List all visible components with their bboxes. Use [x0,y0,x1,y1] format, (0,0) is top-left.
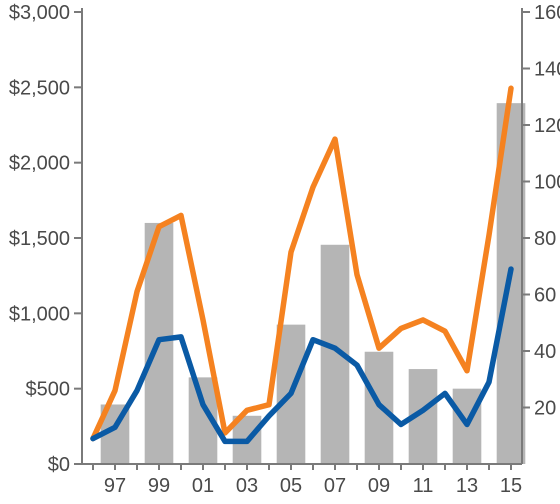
x-tick-label: 13 [456,475,478,497]
bars-layer [100,103,526,465]
x-tick-label: 15 [500,475,522,497]
left-tick-label: $0 [48,454,70,476]
x-tick-label: 99 [148,475,170,497]
left-tick-label: $2,500 [9,77,70,99]
axes-layer [74,8,530,470]
right-tick-label: 20 [534,398,556,420]
left-tick-label: $1,000 [9,303,70,325]
lines-layer [90,85,514,445]
x-tick-label: 07 [324,475,346,497]
right-tick-label: 100 [534,172,560,194]
x-tick-label: 01 [192,475,214,497]
labels-layer: $0 $500 $1,000 $1,500 $2,000 $2,500 $3,000 20 40… [9,2,560,497]
x-tick-label: 97 [104,475,126,497]
series-line-1 [90,85,514,442]
series-line-2 [90,266,514,445]
x-tick-label: 11 [413,475,434,497]
right-tick-label: 60 [534,285,556,307]
left-tick-label: $3,000 [9,2,70,24]
right-tick-label: 40 [534,341,556,363]
left-tick-label: $1,500 [9,228,70,250]
x-tick-label: 05 [280,475,302,497]
right-tick-label: 80 [534,228,556,250]
x-tick-label: 09 [368,475,390,497]
right-tick-label: 120 [534,115,560,137]
right-tick-label: 160 [534,2,560,24]
x-tick-label: 03 [236,475,258,497]
left-tick-label: $2,000 [9,153,70,175]
left-tick-label: $500 [26,379,71,401]
right-tick-label: 140 [534,59,560,81]
